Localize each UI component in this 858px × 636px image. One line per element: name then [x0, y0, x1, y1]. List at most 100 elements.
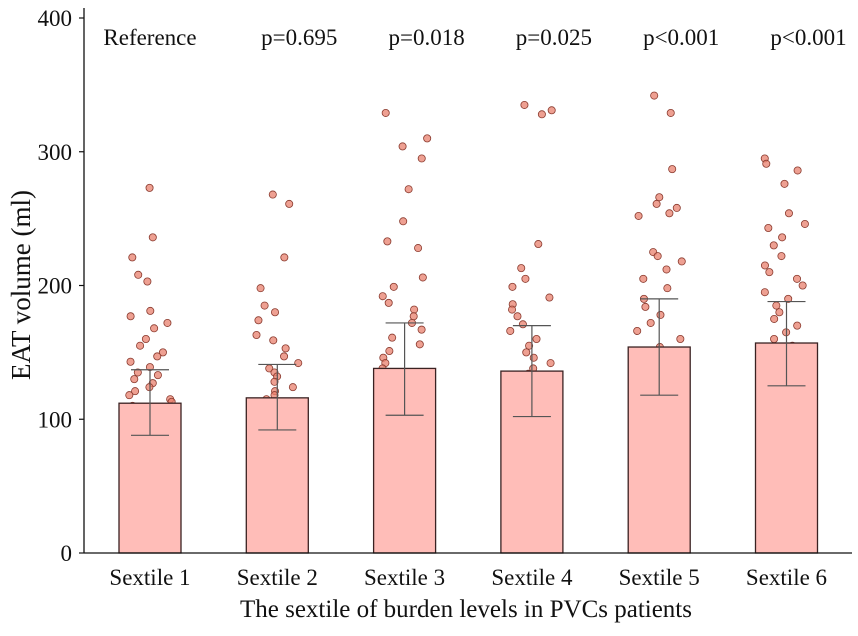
data-point	[268, 190, 277, 199]
data-point	[409, 312, 418, 321]
x-tick-label: Sextile 2	[237, 565, 318, 590]
data-point	[545, 293, 554, 302]
y-tick-label: 400	[38, 6, 73, 31]
data-point	[388, 333, 397, 342]
data-point	[778, 233, 787, 242]
data-point	[513, 312, 522, 321]
data-point	[646, 318, 655, 327]
data-point	[130, 375, 139, 384]
data-point	[798, 281, 807, 290]
bars-layer	[118, 342, 819, 554]
data-point	[281, 344, 290, 353]
data-point	[784, 294, 793, 303]
data-point	[415, 340, 424, 349]
data-point	[633, 326, 642, 335]
data-point	[163, 318, 172, 327]
data-point	[153, 352, 162, 361]
data-point	[280, 253, 289, 262]
data-point	[764, 223, 773, 232]
data-point	[389, 282, 398, 291]
data-point	[652, 199, 661, 208]
data-point	[256, 284, 265, 293]
x-tick-label: Sextile 1	[109, 565, 190, 590]
data-point	[158, 348, 167, 357]
annotation-label: p=0.018	[388, 25, 464, 50]
data-point	[417, 325, 426, 334]
data-point	[532, 334, 541, 343]
points-layer	[125, 91, 812, 519]
y-tick-label: 0	[61, 541, 73, 566]
data-point	[125, 391, 134, 400]
x-tick-label: Sextile 5	[619, 565, 700, 590]
errorbars-layer	[131, 298, 806, 436]
data-point	[381, 108, 390, 117]
data-point	[252, 330, 261, 339]
data-point	[777, 252, 786, 261]
data-point	[414, 244, 423, 253]
data-point	[784, 209, 793, 218]
data-point	[254, 316, 263, 325]
data-point	[760, 261, 769, 270]
data-point	[762, 159, 771, 168]
data-point	[769, 241, 778, 250]
data-point	[404, 185, 413, 194]
data-point	[522, 348, 531, 357]
x-tick-label: Sextile 3	[364, 565, 445, 590]
data-point	[656, 310, 665, 319]
data-point	[280, 352, 289, 361]
data-point	[770, 334, 779, 343]
data-point	[676, 334, 685, 343]
data-point	[141, 334, 150, 343]
data-point	[770, 314, 779, 323]
data-point	[517, 264, 526, 273]
data-point	[133, 368, 142, 377]
data-point	[153, 371, 162, 380]
data-point	[423, 134, 432, 143]
data-point	[672, 203, 681, 212]
data-point	[650, 91, 659, 100]
data-point	[143, 277, 152, 286]
data-point	[521, 274, 530, 283]
data-point	[663, 284, 672, 293]
data-point	[134, 270, 143, 279]
data-point	[417, 154, 426, 163]
data-point	[641, 302, 650, 311]
annotation-label: p<0.001	[770, 25, 846, 50]
data-point	[383, 237, 392, 246]
data-point	[666, 108, 675, 117]
data-point	[508, 282, 517, 291]
data-point	[520, 100, 529, 109]
axes-layer: 0 100 200 300 400 Sextile 1 Sextile 2 Sextile 3…	[38, 6, 852, 590]
y-tick-label: 300	[38, 140, 73, 165]
data-point	[793, 321, 802, 330]
data-point	[677, 257, 686, 266]
data-point	[270, 377, 279, 386]
data-point	[399, 217, 408, 226]
data-point	[294, 359, 303, 368]
data-point	[665, 209, 674, 218]
data-point	[145, 183, 154, 192]
data-point	[508, 305, 517, 314]
x-tick-label: Sextile 6	[746, 565, 827, 590]
data-point	[384, 298, 393, 307]
x-tick-label: Sextile 4	[491, 565, 573, 590]
annotation-label: p<0.001	[643, 25, 719, 50]
data-point	[634, 211, 643, 220]
data-point	[760, 288, 769, 297]
data-point	[525, 341, 534, 350]
data-point	[800, 219, 809, 228]
data-point	[780, 179, 789, 188]
data-point	[398, 142, 407, 151]
y-tick-label: 200	[38, 274, 73, 299]
data-point	[418, 273, 427, 282]
data-point	[128, 253, 137, 262]
y-tick-label: 100	[38, 407, 73, 432]
annotation-label: Reference	[103, 25, 196, 50]
annotation-label: p=0.695	[261, 25, 337, 50]
data-point	[385, 347, 394, 356]
data-point	[775, 308, 784, 317]
data-point	[269, 336, 278, 345]
data-point	[653, 252, 662, 261]
data-point	[529, 353, 538, 362]
